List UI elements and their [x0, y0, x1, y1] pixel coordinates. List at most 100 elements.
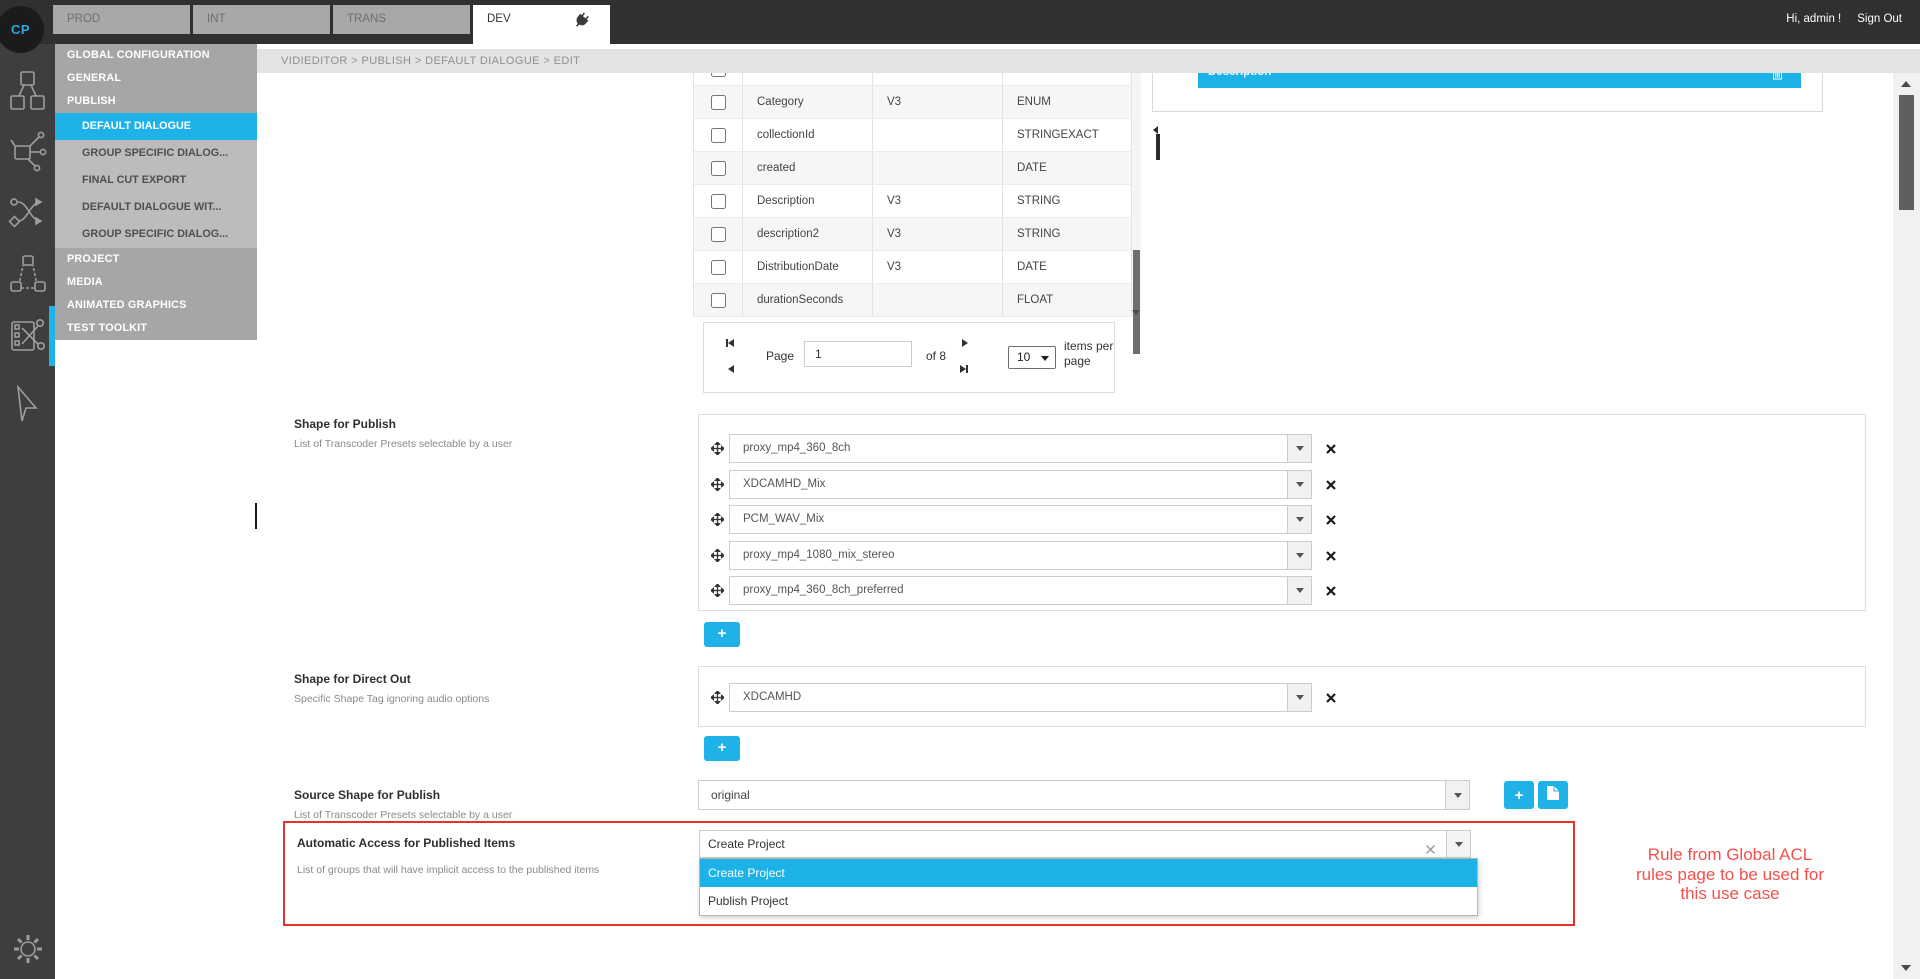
shape-for-publish-box: proxy_mp4_360_8ch XDCAMHD_Mix [698, 414, 1866, 611]
page-number-input[interactable] [804, 341, 912, 367]
source-shape-subtitle: List of Transcoder Presets selectable by… [294, 809, 513, 821]
tab-trans[interactable]: TRANS [333, 5, 470, 34]
source-shape-select[interactable]: original [698, 780, 1470, 810]
table-scrollbar[interactable] [1132, 73, 1141, 354]
shape-preset-select[interactable]: XDCAMHD_Mix [729, 470, 1312, 499]
dropdown-option-publish-project[interactable]: Publish Project [708, 894, 789, 908]
sidebar-item-test-toolkit[interactable]: TEST TOOLKIT [67, 322, 148, 334]
table-scroll-down-icon[interactable] [1132, 310, 1140, 315]
sidebar-item-group-specific-dialog-2[interactable]: GROUP SPECIFIC DIALOG... [82, 228, 229, 240]
auto-access-subtitle: List of groups that will have implicit a… [297, 864, 600, 876]
browse-file-button[interactable] [1538, 781, 1568, 809]
chevron-down-icon[interactable] [1287, 506, 1311, 533]
remove-icon[interactable] [1326, 514, 1336, 525]
auto-access-dropdown-list: Create Project Publish Project [699, 858, 1478, 916]
gear-icon[interactable] [7, 930, 48, 973]
shape-preset-select[interactable]: proxy_mp4_360_8ch_preferred [729, 576, 1312, 605]
sidebar-item-default-dialogue-wit[interactable]: DEFAULT DIALOGUE WIT... [82, 201, 222, 213]
prev-page-button[interactable] [728, 363, 744, 375]
sidebar-item-global-configuration[interactable]: GLOBAL CONFIGURATION [67, 49, 210, 61]
page-scrollbar[interactable] [1893, 73, 1920, 979]
tab-prod[interactable]: PROD [53, 5, 190, 34]
publish-submenu: DEFAULT DIALOGUE GROUP SPECIFIC DIALOG..… [55, 113, 257, 248]
modules-cubes-icon[interactable] [7, 70, 48, 121]
chevron-down-icon[interactable] [1287, 577, 1311, 604]
last-page-button[interactable] [960, 363, 976, 375]
active-rail-indicator [49, 306, 55, 366]
sidebar-item-final-cut-export[interactable]: FINAL CUT EXPORT [82, 174, 187, 186]
remove-icon[interactable] [1326, 443, 1336, 454]
sidebar-resize-handle[interactable] [255, 503, 257, 529]
page-label: Page [766, 349, 795, 363]
drag-handle-icon[interactable] [711, 584, 729, 597]
tab-int[interactable]: INT [193, 5, 330, 34]
sidebar-item-group-specific-dialog[interactable]: GROUP SPECIFIC DIALOG... [82, 147, 229, 159]
drag-handle-icon[interactable] [711, 691, 729, 704]
shape-preset-select[interactable]: proxy_mp4_1080_mix_stereo [729, 541, 1312, 570]
workflow-arrows-icon[interactable] [7, 192, 48, 237]
row-checkbox[interactable] [710, 94, 726, 110]
shape-for-direct-out-subtitle: Specific Shape Tag ignoring audio option… [294, 693, 490, 705]
chevron-down-icon[interactable] [1287, 435, 1311, 462]
trash-icon[interactable] [1772, 73, 1783, 85]
items-per-page-select[interactable]: 10 [1008, 346, 1056, 369]
clear-selection-icon[interactable] [1425, 838, 1436, 864]
drag-handle-icon[interactable] [711, 549, 729, 562]
remove-icon[interactable] [1326, 585, 1336, 596]
scroll-down-icon[interactable] [1901, 965, 1911, 971]
sidebar-item-general[interactable]: GENERAL [67, 72, 122, 84]
panel-splitter[interactable] [1156, 134, 1160, 160]
dropdown-option-create-project[interactable]: Create Project [700, 859, 1477, 887]
shape-preset-select[interactable]: PCM_WAV_Mix [729, 505, 1312, 534]
row-checkbox[interactable] [710, 73, 726, 77]
preset-row: XDCAMHD_Mix [711, 470, 1336, 499]
chevron-down-icon[interactable] [1287, 542, 1311, 569]
add-shape-button[interactable]: + [704, 622, 740, 647]
page-scrollbar-thumb[interactable] [1899, 95, 1914, 210]
remove-icon[interactable] [1326, 479, 1336, 490]
chevron-down-icon[interactable] [1287, 471, 1311, 498]
scroll-up-icon[interactable] [1901, 81, 1911, 87]
table-row: cameraCard V3 BOOLEAN [694, 73, 1132, 86]
sidebar-item-project[interactable]: PROJECT [67, 253, 120, 265]
sidebar-item-animated-graphics[interactable]: ANIMATED GRAPHICS [67, 299, 187, 311]
video-editor-icon[interactable] [7, 314, 48, 363]
add-direct-out-shape-button[interactable]: + [704, 736, 740, 761]
drag-handle-icon[interactable] [711, 478, 729, 491]
cp-logo[interactable]: CP [0, 6, 44, 53]
distributed-nodes-icon[interactable] [7, 254, 48, 301]
table-scrollbar-thumb[interactable] [1133, 250, 1140, 354]
next-page-button[interactable] [962, 337, 978, 349]
node-network-icon[interactable] [7, 130, 48, 177]
shape-preset-select[interactable]: proxy_mp4_360_8ch [729, 434, 1312, 463]
drag-handle-icon[interactable] [711, 442, 729, 455]
row-checkbox[interactable] [710, 259, 726, 275]
panel-collapse-icon[interactable] [1153, 126, 1158, 134]
first-page-button[interactable] [726, 337, 742, 349]
remove-icon[interactable] [1326, 692, 1336, 703]
pointer-icon[interactable] [7, 384, 48, 431]
table-pagination: Page of 8 10 items per page [703, 322, 1115, 393]
chevron-down-icon[interactable] [1445, 781, 1469, 809]
add-source-shape-button[interactable]: + [1504, 781, 1534, 809]
chevron-down-icon[interactable] [1446, 831, 1470, 857]
table-row: collectionId STRINGEXACT [694, 119, 1132, 152]
auto-access-combobox[interactable]: Create Project [699, 830, 1471, 858]
direct-out-shape-select[interactable]: XDCAMHD [729, 683, 1312, 712]
drag-handle-icon[interactable] [711, 513, 729, 526]
field-group-header[interactable]: Description [1198, 73, 1801, 88]
remove-icon[interactable] [1326, 550, 1336, 561]
sidebar-item-default-dialogue[interactable]: DEFAULT DIALOGUE [55, 113, 257, 140]
row-checkbox[interactable] [710, 226, 726, 242]
chevron-down-icon[interactable] [1287, 684, 1311, 711]
sidebar-item-media[interactable]: MEDIA [67, 276, 103, 288]
sign-out-link[interactable]: Sign Out [1857, 13, 1902, 25]
tab-dev[interactable]: DEV [473, 5, 610, 44]
row-checkbox[interactable] [710, 127, 726, 143]
sidebar-item-publish[interactable]: PUBLISH [67, 95, 116, 107]
row-checkbox[interactable] [710, 193, 726, 209]
row-checkbox[interactable] [710, 160, 726, 176]
metadata-field-table: cameraCard V3 BOOLEAN Category V3 ENUM c… [693, 73, 1140, 317]
row-checkbox[interactable] [710, 292, 726, 308]
